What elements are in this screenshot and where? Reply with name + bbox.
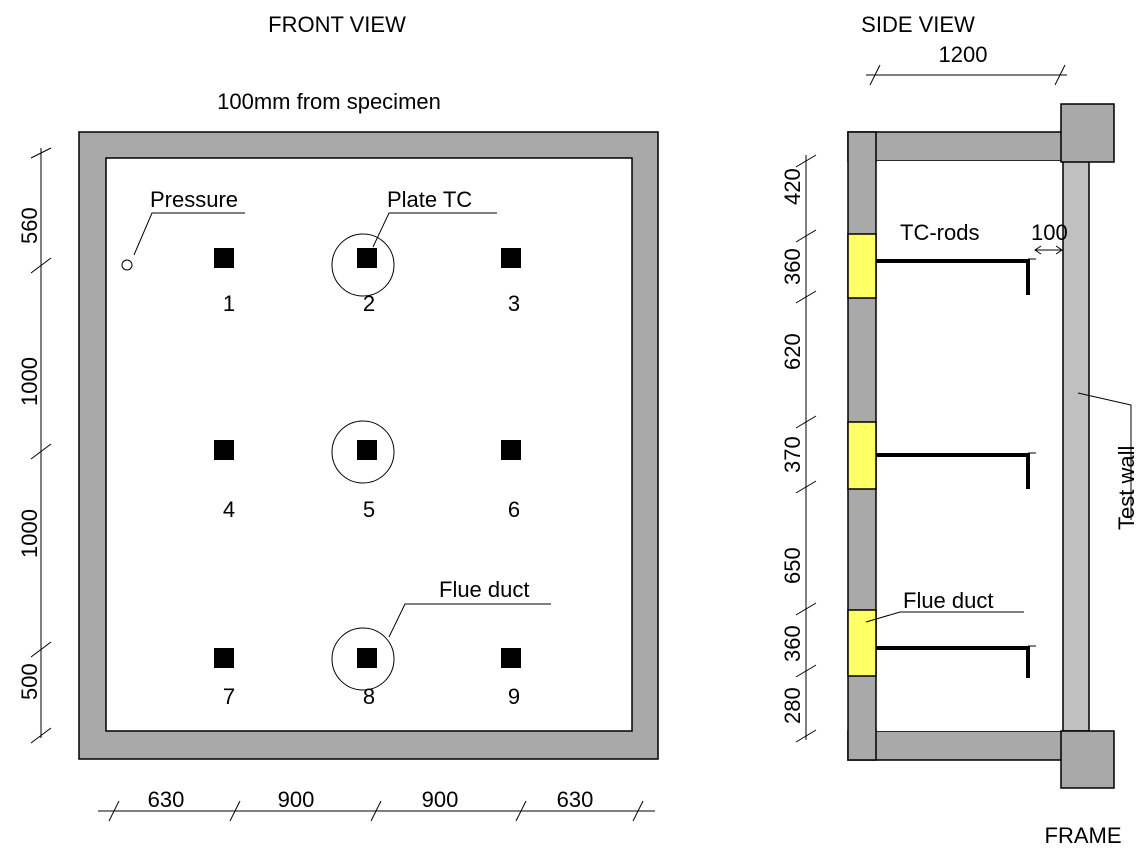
front-view: FRONT VIEW 100mm from specimen Pressure … [17, 12, 659, 822]
side-width-dim: 1200 [939, 42, 988, 67]
tc-rod-bottom [876, 645, 1036, 678]
side-bottom-wall [847, 730, 1065, 761]
point-label-3: 3 [508, 291, 520, 316]
front-view-subtitle: 100mm from specimen [217, 89, 441, 114]
measuring-point-8 [357, 648, 377, 668]
flue-duct-circle-8 [331, 627, 395, 691]
test-wall-label: Test wall [1114, 446, 1139, 530]
measuring-point-6 [501, 440, 521, 460]
test-wall [1062, 157, 1090, 732]
side-flue-duct-top [847, 233, 877, 299]
point-label-2: 2 [363, 291, 375, 316]
point-label-1: 1 [223, 291, 235, 316]
measuring-point-4 [214, 440, 234, 460]
front-view-title: FRONT VIEW [268, 12, 406, 37]
side-flue-duct-leader [865, 611, 1024, 623]
side-vdim-360-a: 360 [780, 248, 805, 285]
hdim-630-b: 630 [557, 787, 594, 812]
flue-duct-circle-5 [331, 420, 395, 484]
vdim-500: 500 [17, 663, 42, 700]
front-vertical-dimension: 560 1000 1000 500 [17, 147, 52, 744]
point-label-8: 8 [363, 684, 375, 709]
tc-rods-label: TC-rods [900, 220, 979, 245]
side-vdim-360-b: 360 [780, 625, 805, 662]
side-interior [877, 161, 1063, 731]
frame-block-bottom [1060, 730, 1115, 789]
tc-rod-top [876, 258, 1036, 295]
hdim-630-a: 630 [148, 787, 185, 812]
side-flue-duct-bottom [847, 609, 877, 677]
side-top-wall [847, 131, 1065, 162]
front-horizontal-dimension: 630 900 900 630 [98, 787, 655, 822]
vdim-560: 560 [17, 207, 42, 244]
vdim-1000-a: 1000 [17, 357, 42, 406]
frame-label: FRAME [1045, 823, 1122, 848]
side-width-dimension-line [866, 64, 1067, 86]
side-view: SIDE VIEW 1200 [780, 12, 1139, 848]
gap-dimension-arrow [1034, 245, 1063, 255]
plate-tc-label: Plate TC [387, 187, 472, 212]
side-vertical-dimension: 420 360 620 370 650 360 280 [780, 154, 817, 743]
pressure-sensor-icon [121, 259, 133, 271]
flue-duct-leader [388, 603, 551, 638]
test-wall-leader [1077, 392, 1132, 520]
side-vdim-650: 650 [780, 547, 805, 584]
measuring-point-7 [214, 648, 234, 668]
tc-rod-middle [876, 452, 1036, 489]
side-vdim-620: 620 [780, 333, 805, 370]
frame-block-top [1060, 103, 1115, 163]
side-vdim-370: 370 [780, 436, 805, 473]
flue-duct-label: Flue duct [439, 577, 530, 602]
point-label-9: 9 [508, 684, 520, 709]
side-view-title: SIDE VIEW [861, 12, 975, 37]
side-flue-duct-label: Flue duct [903, 588, 994, 613]
side-vdim-420: 420 [780, 168, 805, 205]
hdim-900-b: 900 [422, 787, 459, 812]
point-label-6: 6 [508, 497, 520, 522]
gap-dim: 100 [1031, 220, 1068, 245]
flue-duct-circle-2 [331, 233, 395, 297]
pressure-leader [133, 212, 245, 256]
measuring-point-9 [501, 648, 521, 668]
point-label-7: 7 [223, 684, 235, 709]
plate-tc-leader [372, 212, 497, 248]
side-flue-duct-middle [847, 421, 877, 490]
point-label-4: 4 [223, 497, 235, 522]
pressure-label: Pressure [150, 187, 238, 212]
measuring-point-1 [214, 248, 234, 268]
vdim-1000-b: 1000 [17, 509, 42, 558]
side-vdim-280: 280 [780, 687, 805, 724]
measuring-point-3 [501, 248, 521, 268]
measuring-point-5 [357, 440, 377, 460]
point-label-5: 5 [363, 497, 375, 522]
measuring-point-2 [357, 248, 377, 268]
hdim-900-a: 900 [278, 787, 315, 812]
